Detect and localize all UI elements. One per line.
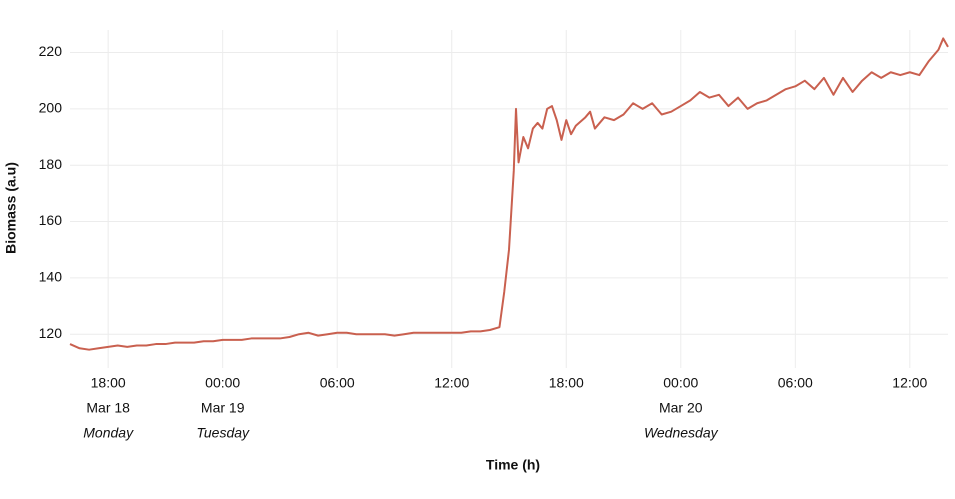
x-tick-date: Mar 19: [201, 400, 245, 416]
y-tick-label: 120: [39, 325, 63, 341]
x-tick-label: 06:00: [778, 375, 813, 391]
y-tick-label: 140: [39, 269, 63, 285]
x-tick-label: 00:00: [663, 375, 698, 391]
x-tick-label: 18:00: [549, 375, 584, 391]
x-tick-label: 12:00: [434, 375, 469, 391]
x-tick-label: 12:00: [892, 375, 927, 391]
y-axis-title: Biomass (a.u): [3, 162, 19, 254]
y-tick-label: 180: [39, 156, 63, 172]
y-tick-label: 160: [39, 212, 63, 228]
y-tick-label: 220: [39, 43, 63, 59]
x-tick-date: Mar 18: [86, 400, 130, 416]
x-tick-label: 00:00: [205, 375, 240, 391]
x-tick-label: 06:00: [320, 375, 355, 391]
x-tick-label: 18:00: [91, 375, 126, 391]
x-tick-date: Mar 20: [659, 400, 703, 416]
x-tick-weekday: Wednesday: [644, 425, 719, 441]
y-tick-label: 200: [39, 100, 63, 116]
line: [69, 37, 949, 351]
x-tick-weekday: Monday: [83, 425, 134, 441]
x-axis-title: Time (h): [486, 457, 540, 473]
x-tick-weekday: Tuesday: [196, 425, 250, 441]
